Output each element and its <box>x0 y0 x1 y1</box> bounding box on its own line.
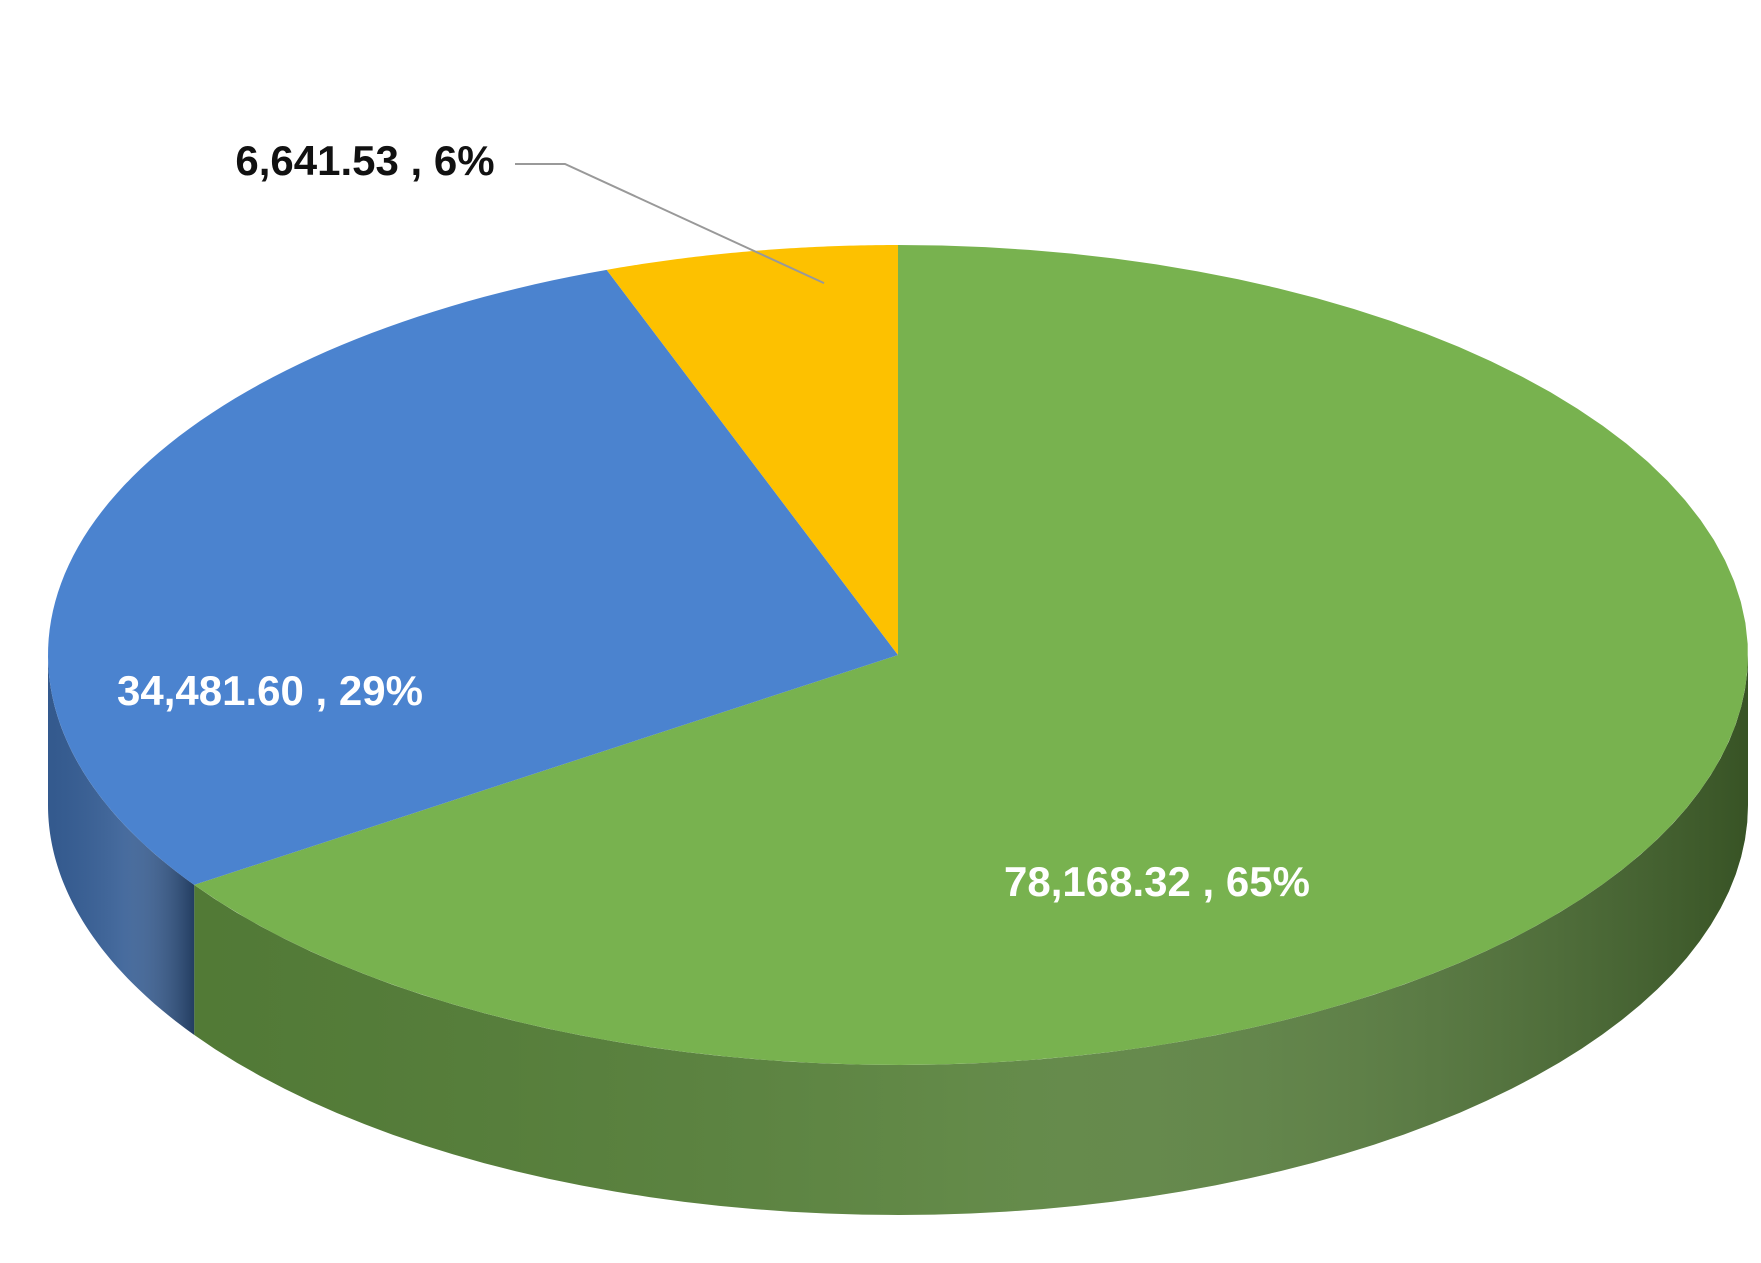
slice-side-shade <box>194 655 1748 1215</box>
slice-side-shade <box>48 655 195 1035</box>
data-label: 6,641.53 , 6% <box>235 137 494 184</box>
slice <box>606 245 898 655</box>
slice <box>194 245 1748 1065</box>
leader-line <box>515 163 825 285</box>
data-label: 78,168.32 , 65% <box>1004 858 1310 905</box>
data-label: 34,481.60 , 29% <box>117 667 423 714</box>
slice <box>48 269 898 885</box>
